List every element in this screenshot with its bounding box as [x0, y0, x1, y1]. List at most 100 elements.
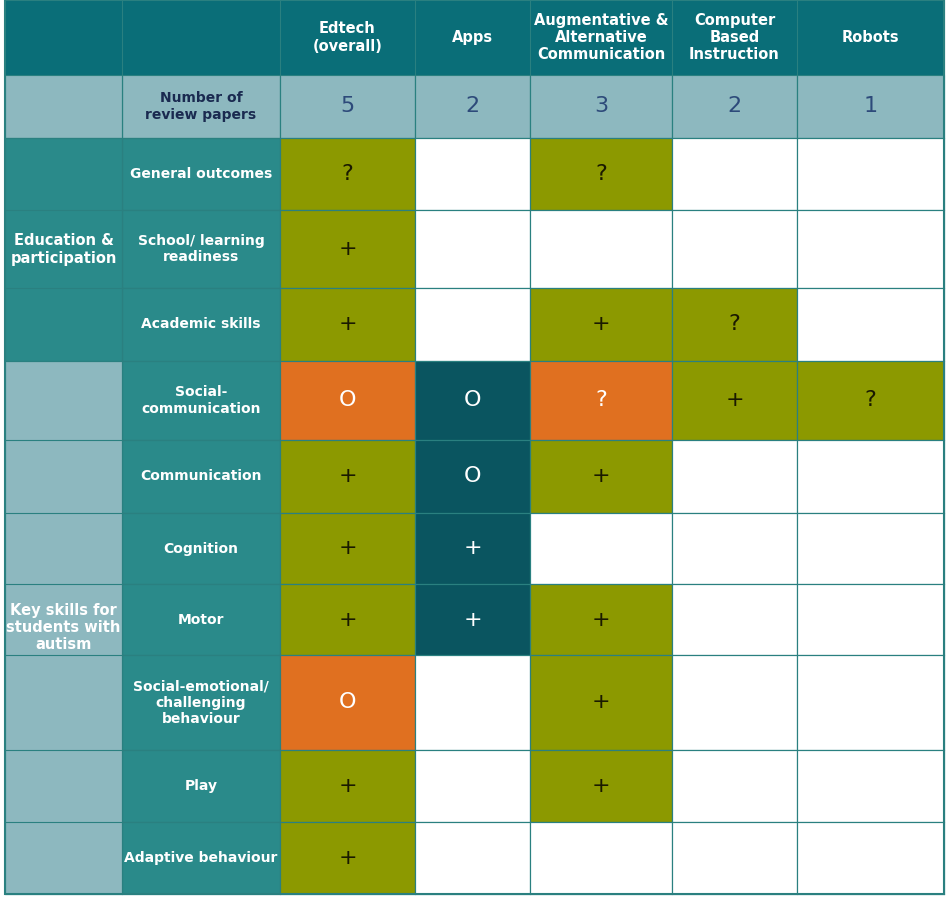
- Text: +: +: [338, 467, 357, 487]
- Text: Robots: Robots: [842, 30, 900, 45]
- Text: +: +: [338, 539, 357, 559]
- Text: Play: Play: [184, 779, 217, 793]
- Text: Edtech
(overall): Edtech (overall): [312, 22, 382, 54]
- Bar: [122, 655, 280, 750]
- Text: Education &
participation: Education & participation: [10, 233, 117, 266]
- Text: Adaptive behaviour: Adaptive behaviour: [124, 851, 278, 865]
- Bar: [797, 440, 944, 513]
- Bar: [122, 75, 280, 138]
- Bar: [5, 0, 944, 75]
- Bar: [280, 584, 415, 655]
- Bar: [122, 138, 280, 210]
- Bar: [797, 210, 944, 288]
- Bar: [797, 513, 944, 584]
- Bar: [280, 822, 415, 894]
- Text: Number of
review papers: Number of review papers: [145, 91, 256, 122]
- Text: Augmentative &
Alternative
Communication: Augmentative & Alternative Communication: [533, 13, 668, 62]
- Bar: [672, 655, 797, 750]
- Bar: [530, 822, 672, 894]
- Bar: [280, 288, 415, 361]
- Bar: [5, 138, 122, 361]
- Text: Cognition: Cognition: [163, 542, 238, 556]
- Bar: [415, 822, 530, 894]
- Text: +: +: [338, 239, 357, 259]
- Text: ?: ?: [729, 314, 740, 334]
- Bar: [5, 361, 122, 894]
- Text: 2: 2: [728, 96, 741, 116]
- Text: 2: 2: [465, 96, 479, 116]
- Bar: [415, 750, 530, 822]
- Bar: [672, 138, 797, 210]
- Bar: [280, 655, 415, 750]
- Bar: [672, 513, 797, 584]
- Bar: [797, 750, 944, 822]
- Text: O: O: [339, 390, 356, 411]
- Bar: [797, 655, 944, 750]
- Bar: [415, 655, 530, 750]
- Bar: [280, 361, 415, 440]
- Text: +: +: [338, 314, 357, 334]
- Text: 3: 3: [594, 96, 608, 116]
- Bar: [415, 288, 530, 361]
- Text: Computer
Based
Instruction: Computer Based Instruction: [689, 13, 780, 62]
- Text: ?: ?: [595, 164, 606, 184]
- Bar: [122, 750, 280, 822]
- Bar: [415, 210, 530, 288]
- Bar: [280, 750, 415, 822]
- Bar: [672, 361, 797, 440]
- Bar: [530, 584, 672, 655]
- Bar: [122, 584, 280, 655]
- Bar: [797, 584, 944, 655]
- Text: +: +: [591, 314, 610, 334]
- Bar: [797, 288, 944, 361]
- Bar: [122, 822, 280, 894]
- Bar: [672, 75, 797, 138]
- Text: School/ learning
readiness: School/ learning readiness: [138, 234, 265, 264]
- Text: ?: ?: [342, 164, 353, 184]
- Text: O: O: [464, 467, 481, 487]
- Text: Social-
communication: Social- communication: [141, 386, 261, 415]
- Bar: [415, 361, 530, 440]
- Bar: [122, 288, 280, 361]
- Bar: [122, 361, 280, 440]
- Text: +: +: [725, 390, 744, 411]
- Bar: [672, 750, 797, 822]
- Bar: [122, 513, 280, 584]
- Bar: [122, 440, 280, 513]
- Bar: [280, 210, 415, 288]
- Text: 5: 5: [341, 96, 355, 116]
- Bar: [797, 361, 944, 440]
- Text: 1: 1: [864, 96, 878, 116]
- Bar: [415, 513, 530, 584]
- Bar: [530, 750, 672, 822]
- Bar: [672, 440, 797, 513]
- Bar: [280, 75, 415, 138]
- Text: +: +: [338, 848, 357, 868]
- Text: O: O: [339, 693, 356, 713]
- Bar: [530, 440, 672, 513]
- Bar: [530, 75, 672, 138]
- Bar: [530, 288, 672, 361]
- Text: O: O: [464, 390, 481, 411]
- Bar: [530, 361, 672, 440]
- Text: Communication: Communication: [140, 469, 262, 484]
- Bar: [530, 138, 672, 210]
- Bar: [415, 75, 530, 138]
- Text: Motor: Motor: [177, 613, 224, 626]
- Text: +: +: [463, 609, 482, 630]
- Bar: [415, 584, 530, 655]
- Bar: [415, 138, 530, 210]
- Text: +: +: [338, 776, 357, 796]
- Bar: [530, 655, 672, 750]
- Bar: [280, 440, 415, 513]
- Bar: [797, 138, 944, 210]
- Text: ?: ?: [865, 390, 876, 411]
- Text: +: +: [591, 693, 610, 713]
- Text: +: +: [591, 609, 610, 630]
- Text: Academic skills: Academic skills: [141, 317, 261, 332]
- Bar: [280, 138, 415, 210]
- Bar: [280, 513, 415, 584]
- Bar: [672, 584, 797, 655]
- Text: Social-emotional/
challenging
behaviour: Social-emotional/ challenging behaviour: [133, 679, 269, 725]
- Text: +: +: [338, 609, 357, 630]
